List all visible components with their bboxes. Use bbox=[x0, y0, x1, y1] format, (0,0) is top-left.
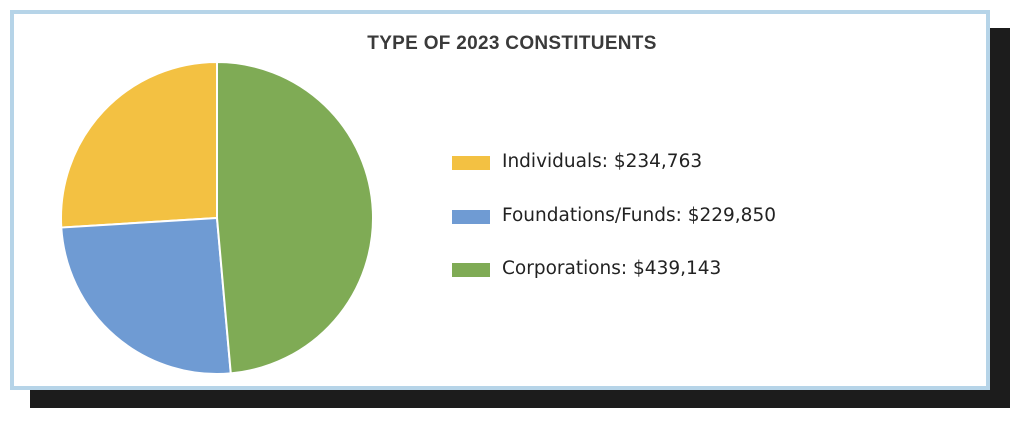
legend-item-corporations: Corporations: $439,143 bbox=[452, 257, 852, 283]
pie-slice-foundations-funds bbox=[60, 216, 232, 375]
legend-item-foundations-funds: Foundations/Funds: $229,850 bbox=[452, 204, 852, 230]
chart-title: TYPE OF 2023 CONSTITUENTS bbox=[367, 33, 657, 54]
legend-swatch-individuals bbox=[452, 156, 490, 170]
pie-slice-corporations bbox=[216, 60, 374, 375]
legend-item-individuals: Individuals: $234,763 bbox=[452, 150, 852, 176]
legend-label-individuals: Individuals: $234,763 bbox=[502, 151, 703, 172]
pie-slice-individuals bbox=[60, 60, 218, 229]
legend-swatch-corporations bbox=[452, 263, 490, 277]
legend-swatch-foundations-funds bbox=[452, 210, 490, 224]
legend-label-corporations: Corporations: $439,143 bbox=[502, 258, 722, 279]
legend-label-foundations-funds: Foundations/Funds: $229,850 bbox=[502, 205, 776, 226]
